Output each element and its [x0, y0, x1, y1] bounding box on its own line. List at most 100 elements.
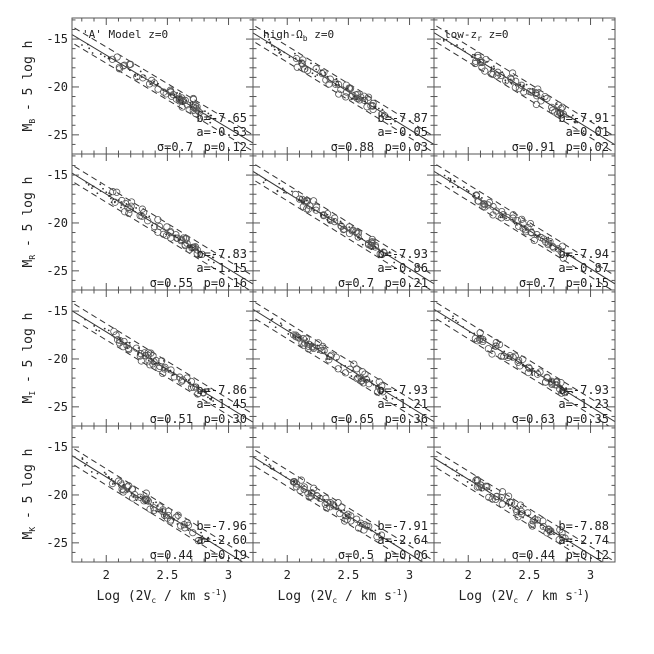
fit-slope-b: b=-7.96	[196, 519, 247, 533]
galaxy-point	[471, 334, 479, 343]
model-dot	[294, 336, 297, 338]
model-dot	[87, 183, 90, 186]
galaxy-point	[145, 80, 154, 88]
model-dot	[525, 228, 528, 231]
galaxy-point	[376, 250, 384, 258]
model-dot	[140, 76, 143, 79]
panel-r3-c3: b=-7.93a=-1.23p=0.35 σ=0.63	[433, 289, 616, 427]
model-dot	[376, 384, 379, 387]
model-dot	[202, 538, 204, 540]
stat-p: p=0.06	[385, 548, 428, 562]
model-dot	[353, 231, 355, 234]
model-dot	[473, 479, 476, 482]
model-dot	[445, 38, 448, 41]
stat-p: p=0.16	[204, 276, 247, 290]
galaxy-point	[512, 77, 520, 85]
model-dot	[204, 391, 207, 394]
fit-line	[72, 455, 244, 562]
model-dot	[361, 377, 364, 380]
galaxy-point	[346, 365, 354, 373]
model-dot	[458, 474, 461, 477]
model-dot	[90, 471, 93, 473]
model-dot	[335, 77, 338, 80]
galaxy-point	[498, 500, 506, 508]
galaxy-point	[290, 478, 299, 486]
fit-slope-b: b=-7.94	[558, 247, 609, 261]
scatter-band-upper	[253, 316, 429, 426]
model-dot	[521, 364, 524, 367]
galaxy-point	[368, 238, 376, 246]
model-dot	[273, 48, 276, 51]
fit-slope-b: b=-7.91	[558, 111, 609, 125]
model-dot	[212, 253, 215, 256]
model-dot	[168, 515, 171, 518]
model-dot	[370, 248, 373, 251]
stat-sigma: σ=0.63	[512, 412, 555, 426]
y-tick-label: -25	[46, 264, 68, 278]
galaxy-point	[296, 486, 304, 495]
model-dot	[394, 120, 396, 123]
x-tick-label: 3	[406, 568, 413, 582]
model-dot	[512, 221, 515, 223]
model-dot	[346, 87, 349, 90]
galaxy-point	[483, 483, 491, 491]
model-dot	[477, 195, 480, 198]
model-dot	[280, 324, 283, 327]
y-tick-label: -15	[46, 440, 68, 454]
galaxy-point	[309, 197, 318, 205]
model-dot	[510, 503, 513, 506]
scatter-band-upper	[72, 318, 247, 426]
model-dot	[540, 524, 542, 527]
galaxy-point	[175, 373, 184, 381]
model-dot	[285, 191, 288, 194]
model-dot	[372, 248, 374, 250]
model-dot	[148, 215, 151, 218]
model-dot	[204, 110, 206, 113]
model-dot	[110, 478, 113, 480]
galaxy-point	[297, 476, 305, 484]
model-dot	[447, 177, 450, 179]
galaxy-point	[547, 527, 555, 535]
galaxy-point	[164, 507, 173, 515]
model-dot	[203, 389, 206, 392]
model-dot	[567, 392, 570, 395]
stat-sigma: σ=0.5	[338, 548, 374, 562]
x-tick-label: 2	[465, 568, 472, 582]
stat-sigma: σ=0.7	[519, 276, 555, 290]
model-dot	[501, 213, 504, 216]
model-dot	[480, 197, 483, 199]
y-tick-label: -20	[46, 488, 68, 502]
y-tick-label: -25	[46, 128, 68, 142]
model-dot	[212, 400, 215, 402]
model-dot	[566, 544, 569, 546]
model-dot	[500, 496, 503, 499]
model-dot	[163, 517, 165, 520]
model-dot	[91, 52, 94, 54]
galaxy-point	[154, 228, 162, 236]
model-dot	[357, 236, 359, 239]
model-dot	[288, 329, 291, 331]
model-dot	[265, 41, 268, 44]
model-dot	[294, 57, 297, 60]
model-dot	[210, 397, 213, 400]
model-dot	[291, 190, 293, 193]
model-dot	[359, 521, 362, 524]
model-dot	[109, 197, 112, 200]
scatter-band-lower	[72, 25, 253, 136]
model-dot	[325, 354, 328, 357]
model-dot	[129, 69, 131, 72]
model-dot	[132, 207, 135, 210]
model-dot	[371, 382, 373, 385]
galaxy-point	[378, 250, 386, 259]
model-dot	[347, 516, 350, 519]
galaxy-point	[554, 101, 563, 109]
galaxy-point	[558, 111, 566, 119]
fit-slope-b: b=-7.87	[377, 111, 428, 125]
stat-p: p=0.30	[204, 412, 247, 426]
model-dot	[505, 502, 508, 505]
model-dot	[369, 529, 372, 531]
galaxy-point	[541, 92, 549, 101]
model-dot	[382, 537, 385, 540]
galaxy-point	[378, 382, 386, 390]
model-dot	[311, 207, 314, 209]
